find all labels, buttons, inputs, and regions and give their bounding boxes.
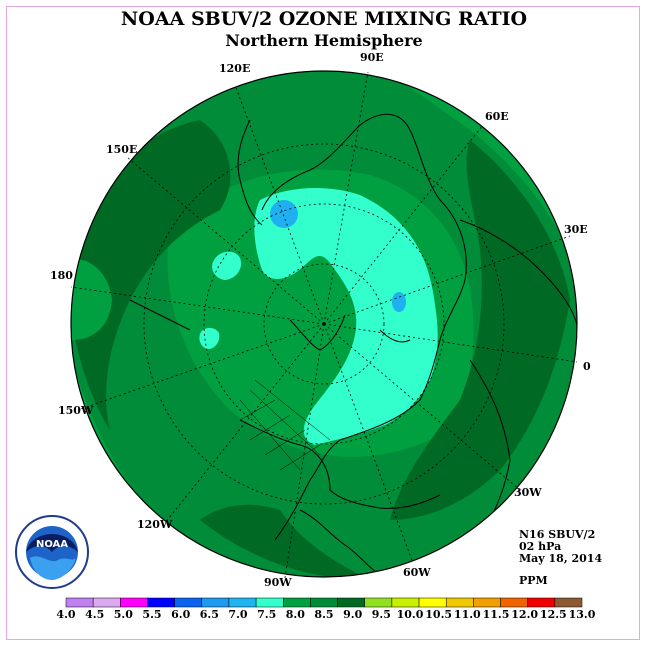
colorbar-tick-label: 4.5 [85, 608, 104, 621]
colorbar-swatch [65, 597, 94, 608]
colorbar-tick-label: 8.0 [286, 608, 305, 621]
colorbar-swatch [92, 597, 121, 608]
colorbar-tick-label: 9.5 [372, 608, 391, 621]
lon-label-60w: 60W [403, 566, 431, 579]
globe-outline [70, 70, 578, 578]
colorbar-tick-label: 11.0 [454, 608, 481, 621]
colorbar: 4.0 4.5 5.0 5.5 6.0 6.5 7.0 7.5 8.0 8.5 9.0 9.5 10.0… [56, 597, 596, 621]
colorbar-tick-label: 7.5 [257, 608, 276, 621]
ozone-zone-9-9.5-northeast [390, 140, 570, 520]
colorbar-swatch [473, 597, 501, 608]
colorbar-swatch [527, 597, 556, 608]
colorbar-tick-label: 5.0 [114, 608, 133, 621]
colorbar-tick-label: 10.0 [397, 608, 424, 621]
lon-label-180: 180 [50, 269, 73, 282]
colorbar-tick-label: 6.0 [171, 608, 190, 621]
ozone-zone-7-7.5-spot-2 [392, 292, 406, 312]
colorbar-tick-label: 9.0 [343, 608, 362, 621]
coastlines [129, 113, 577, 577]
colorbar-swatch [445, 597, 474, 608]
ozone-zone-7.5-8-main [254, 188, 438, 445]
info-level: 02 hPa [519, 540, 562, 553]
lon-label-90e: 90E [360, 51, 384, 64]
info-date: May 18, 2014 [519, 552, 603, 565]
colorbar-tick-label: 7.0 [228, 608, 247, 621]
lon-label-30e: 30E [564, 223, 588, 236]
colorbar-swatch [120, 597, 148, 608]
colorbar-swatch [310, 597, 338, 608]
colorbar-tick-label: 4.0 [56, 608, 75, 621]
colorbar-swatch [147, 597, 175, 608]
ozone-field [71, 71, 577, 577]
colorbar-tick-label: 10.5 [425, 608, 452, 621]
colorbar-swatch [554, 597, 583, 608]
ozone-zone-7.5-8-island-2 [199, 327, 220, 350]
us-state-lines [239, 379, 331, 471]
colorbar-tick-label: 12.5 [540, 608, 567, 621]
colorbar-swatch [337, 597, 365, 608]
colorbar-swatch [364, 597, 393, 608]
lon-label-30w: 30W [514, 486, 542, 499]
ozone-zone-7.5-8-island-1 [212, 251, 242, 280]
svg-text:NOAA: NOAA [36, 539, 68, 550]
colorbar-tick-label: 13.0 [569, 608, 596, 621]
colorbar-swatch [418, 597, 447, 608]
colorbar-tick-label: 12.0 [511, 608, 538, 621]
colorbar-swatch [255, 597, 284, 608]
ozone-zone-7-7.5-spot-1 [270, 200, 298, 228]
lon-label-150w: 150W [58, 404, 94, 417]
colorbar-swatch [500, 597, 528, 608]
info-satellite: N16 SBUV/2 [519, 528, 596, 541]
colorbar-swatch [174, 597, 203, 608]
map-title: NOAA SBUV/2 OZONE MIXING RATIO [120, 8, 528, 30]
colorbar-tick-label: 11.5 [483, 608, 510, 621]
lon-label-120e: 120E [219, 62, 250, 75]
colorbar-swatch [391, 597, 420, 608]
lon-label-60e: 60E [485, 110, 509, 123]
outer-frame [6, 6, 640, 640]
colorbar-swatch [283, 597, 311, 608]
lon-label-0: 0 [583, 360, 591, 373]
lon-label-150e: 150E [106, 143, 137, 156]
lon-label-120w: 120W [137, 518, 173, 531]
info-units: PPM [519, 574, 548, 587]
graticule [70, 71, 578, 579]
colorbar-tick-label: 5.5 [142, 608, 161, 621]
colorbar-tick-label: 8.5 [314, 608, 333, 621]
lon-label-90w: 90W [264, 576, 292, 589]
noaa-logo: NOAA [15, 515, 89, 589]
map-subtitle: Northern Hemisphere [225, 31, 423, 50]
colorbar-swatch [228, 597, 257, 608]
ozone-zone-9-9.5-south [200, 504, 370, 577]
ozone-zone-8-8.5-edge [71, 259, 112, 340]
colorbar-tick-label: 6.5 [200, 608, 219, 621]
colorbar-swatch [201, 597, 230, 608]
ozone-zone-9-9.5-west [71, 120, 231, 430]
